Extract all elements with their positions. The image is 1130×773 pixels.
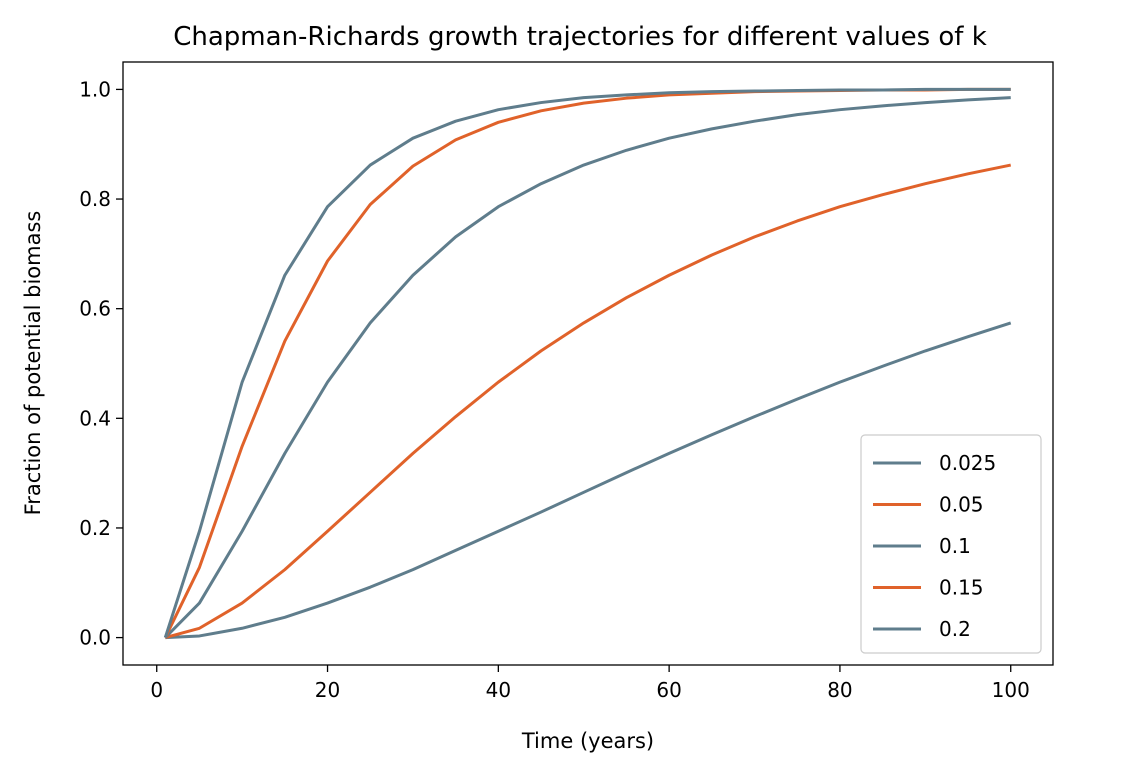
y-tick-label: 0.6: [79, 297, 111, 321]
y-tick-label: 1.0: [79, 77, 111, 101]
y-tick-label: 0.0: [79, 626, 111, 650]
legend-label-2: 0.1: [939, 534, 971, 558]
x-tick-label: 20: [315, 678, 340, 702]
plot-frame: [122, 61, 1054, 666]
legend-label-4: 0.2: [939, 617, 971, 641]
chart-title: Chapman-Richards growth trajectories for…: [173, 22, 987, 52]
series-line-1: [164, 163, 1012, 640]
y-tick-label: 0.2: [79, 516, 111, 540]
series-line-4: [163, 87, 1011, 639]
series-layer: [163, 87, 1012, 640]
legend-label-3: 0.15: [939, 576, 984, 600]
y-axis-label: Fraction of potential biomass: [21, 211, 45, 516]
y-tick-label: 0.4: [79, 406, 111, 430]
y-tick-label: 0.8: [79, 187, 111, 211]
x-tick-label: 80: [827, 678, 852, 702]
legend: 0.025 0.05 0.1 0.15 0.2: [860, 434, 1042, 654]
x-axis-label: Time (years): [521, 729, 654, 753]
x-tick-label: 60: [656, 678, 681, 702]
legend-label-1: 0.05: [939, 493, 984, 517]
legend-label-0: 0.025: [939, 451, 996, 475]
series-line-2: [164, 96, 1011, 639]
legend-box: [860, 434, 1042, 654]
x-tick-label: 0: [150, 678, 163, 702]
y-axis-ticks: 0.0 0.2 0.4 0.6 0.8 1.0: [79, 77, 123, 650]
x-axis-ticks: 0 20 40 60 80 100: [150, 665, 1030, 702]
x-tick-label: 100: [992, 678, 1030, 702]
series-line-0: [165, 321, 1012, 640]
x-tick-label: 40: [486, 678, 511, 702]
